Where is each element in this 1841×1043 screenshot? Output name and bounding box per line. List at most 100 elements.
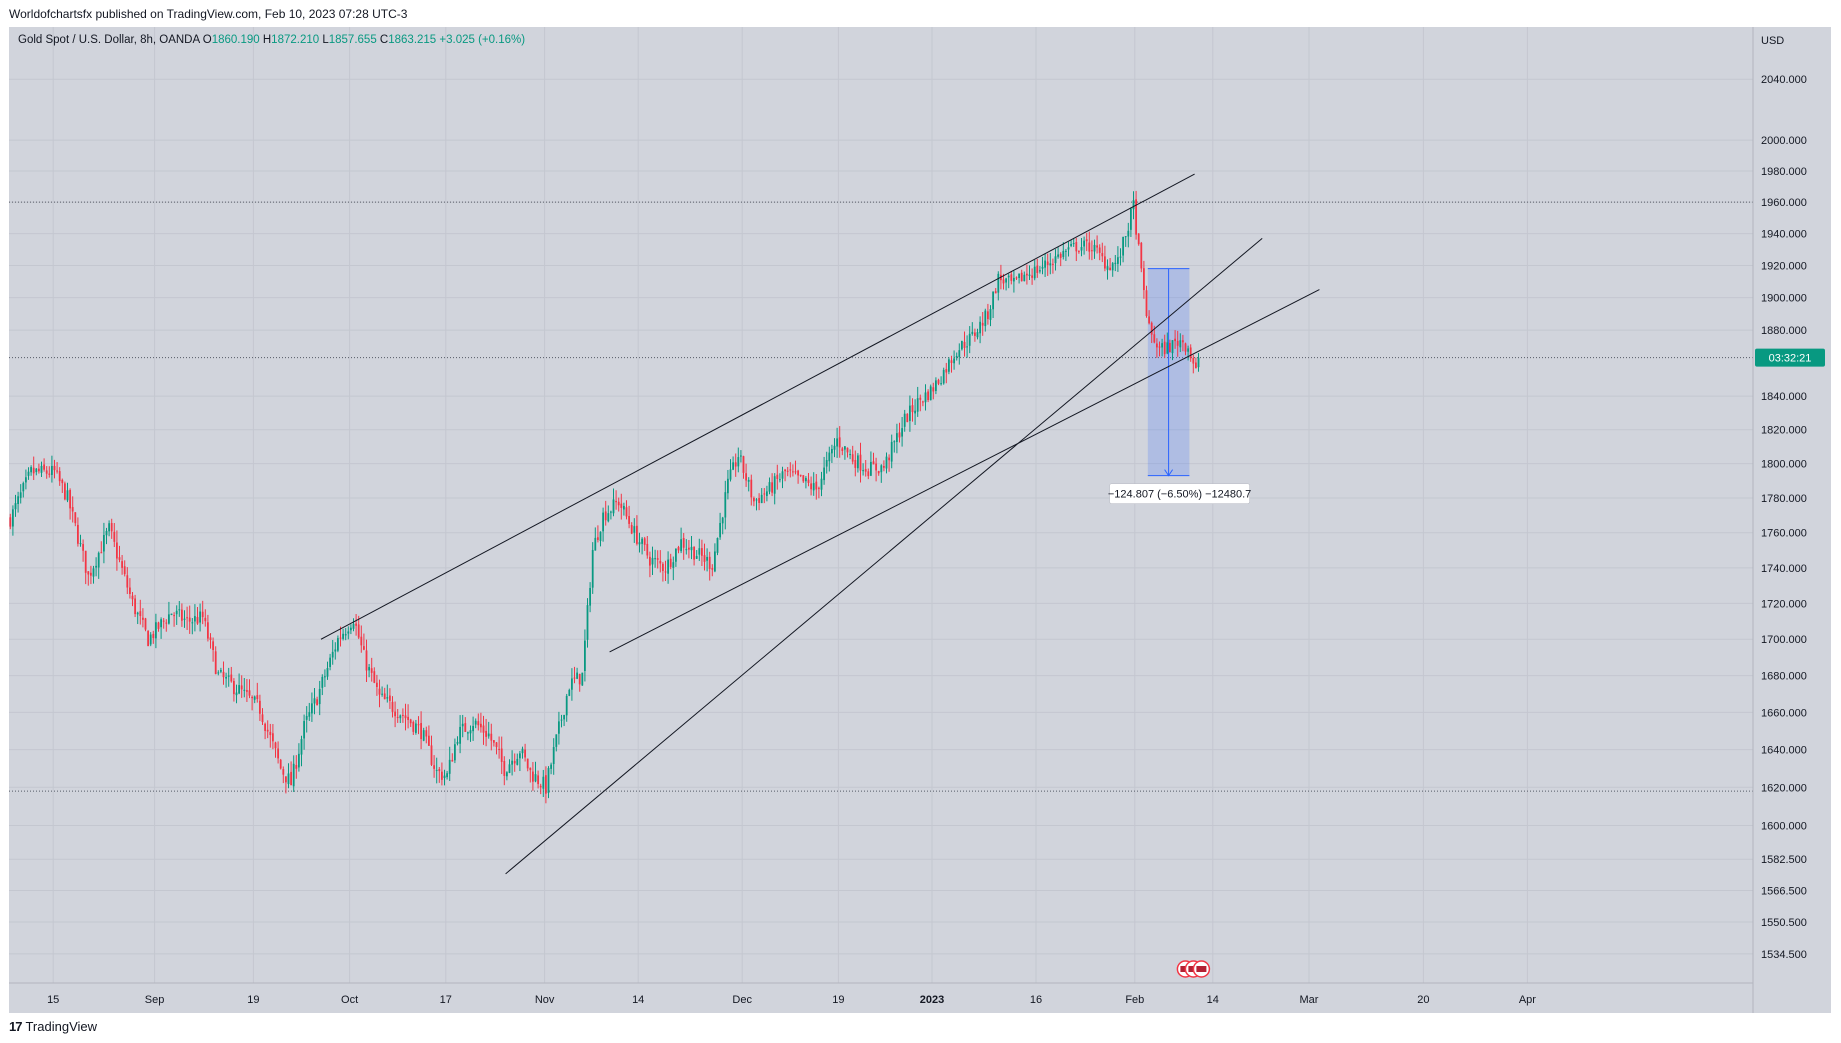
symbol-title[interactable]: Gold Spot / U.S. Dollar, 8h, OANDA — [18, 34, 200, 46]
candle-body — [9, 517, 12, 527]
candle-body — [581, 672, 584, 686]
candle-body — [157, 622, 160, 629]
candle-body — [1109, 267, 1111, 271]
candle-body — [633, 526, 636, 533]
candle-body — [448, 759, 451, 774]
candle-body — [932, 387, 935, 392]
candle-body — [571, 678, 573, 690]
candle-body — [890, 441, 893, 462]
candle-body — [927, 391, 929, 401]
trendline-lower-channel[interactable] — [609, 289, 1320, 653]
candle-body — [425, 730, 428, 737]
candle-body — [636, 525, 638, 544]
candle-body — [295, 765, 298, 769]
candle-body — [552, 747, 555, 765]
candle-body — [576, 672, 578, 679]
candle-body — [903, 413, 906, 427]
candle-body — [994, 291, 997, 294]
open-label: O — [202, 34, 212, 46]
last-price-marker: 03:32:21 — [1755, 348, 1825, 367]
candle-body — [607, 513, 610, 522]
candle-body — [355, 623, 357, 626]
price-tick-label: 1620.000 — [1761, 782, 1807, 794]
candle-body — [308, 712, 311, 717]
candle-body — [357, 624, 360, 638]
candle-body — [363, 646, 365, 650]
candle-body — [867, 471, 870, 477]
candle-body — [433, 765, 435, 769]
candle-body — [19, 492, 22, 498]
candle-body — [204, 617, 207, 622]
trendline-steep-support[interactable] — [505, 237, 1263, 875]
price-axis[interactable]: 2040.000 2000.000 1980.000 1960.000 1940.000… — [1761, 74, 1807, 961]
candle-body — [948, 359, 950, 372]
event-icons[interactable] — [1176, 960, 1211, 978]
candle-body — [651, 557, 654, 565]
candle-body — [391, 701, 394, 712]
candle-body — [974, 332, 976, 336]
candle-body — [313, 698, 316, 704]
candle-body — [758, 498, 760, 503]
candle-body — [285, 776, 287, 783]
candle-body — [529, 767, 532, 771]
candle-body — [693, 546, 695, 560]
candle-body — [381, 693, 383, 695]
candle-body — [1127, 230, 1130, 237]
candle-body — [807, 479, 810, 483]
candle-body — [40, 465, 43, 473]
candle-body — [1049, 263, 1052, 266]
candle-body — [1140, 242, 1143, 269]
candle-body — [526, 758, 529, 769]
candle-body — [690, 546, 693, 551]
high-label: H — [262, 34, 272, 46]
price-chart[interactable]: −124.807 (−6.50%) −12480.7 USD 2040.0002… — [9, 27, 1831, 1013]
candle-body — [300, 739, 303, 755]
tradingview-logo[interactable]: 17 TradingView — [9, 1019, 97, 1034]
candle-body — [630, 525, 633, 534]
candle-body — [108, 523, 110, 532]
candle-body — [1005, 278, 1007, 283]
candle-body — [911, 405, 914, 413]
candle-body — [506, 772, 508, 777]
us-flag-stripe-icon — [1196, 966, 1207, 972]
candle-body — [329, 657, 331, 668]
candle-body — [1195, 362, 1197, 369]
candle-body — [521, 748, 524, 754]
candle-body — [755, 499, 758, 501]
candle-body — [612, 499, 615, 514]
candle-body — [227, 675, 230, 677]
candle-body — [66, 490, 69, 501]
candle-body — [1091, 250, 1093, 252]
candle-body — [316, 699, 318, 706]
candle-body — [1096, 245, 1098, 248]
trendline-upper-channel[interactable] — [320, 173, 1195, 640]
candle-body — [1132, 200, 1135, 210]
candle-body — [929, 386, 932, 401]
candle-body — [272, 733, 274, 742]
candle-body — [87, 571, 90, 575]
candle-body — [841, 448, 844, 452]
candle-body — [591, 549, 594, 588]
candle-body — [292, 763, 295, 787]
candle-body — [737, 457, 740, 467]
price-tick-label: 1840.000 — [1761, 391, 1807, 403]
candle-body — [519, 753, 521, 759]
measure-tool[interactable] — [1147, 268, 1190, 477]
candle-body — [945, 369, 948, 373]
candle-body — [97, 552, 100, 568]
candle-body — [1145, 290, 1148, 317]
candle-body — [321, 676, 324, 688]
trendlines[interactable] — [320, 173, 1320, 875]
candle-body — [555, 734, 558, 747]
time-axis[interactable]: 15 Sep 19 Oct 17 Nov 14 Dec 19 2023 16 Feb 14 Mar 20 Ap… — [47, 994, 1536, 1006]
candles — [9, 190, 1200, 804]
price-tick-label: 1534.500 — [1761, 949, 1807, 961]
candle-body — [1176, 340, 1179, 346]
candle-body — [256, 695, 259, 700]
candle-body — [961, 341, 963, 350]
candle-body — [129, 587, 131, 595]
candle-body — [1182, 340, 1184, 343]
time-tick-label: Mar — [1300, 994, 1319, 1006]
candle-body — [1169, 342, 1171, 353]
chart-area[interactable]: −124.807 (−6.50%) −12480.7 USD 2040.000 2… — [9, 27, 1831, 1013]
